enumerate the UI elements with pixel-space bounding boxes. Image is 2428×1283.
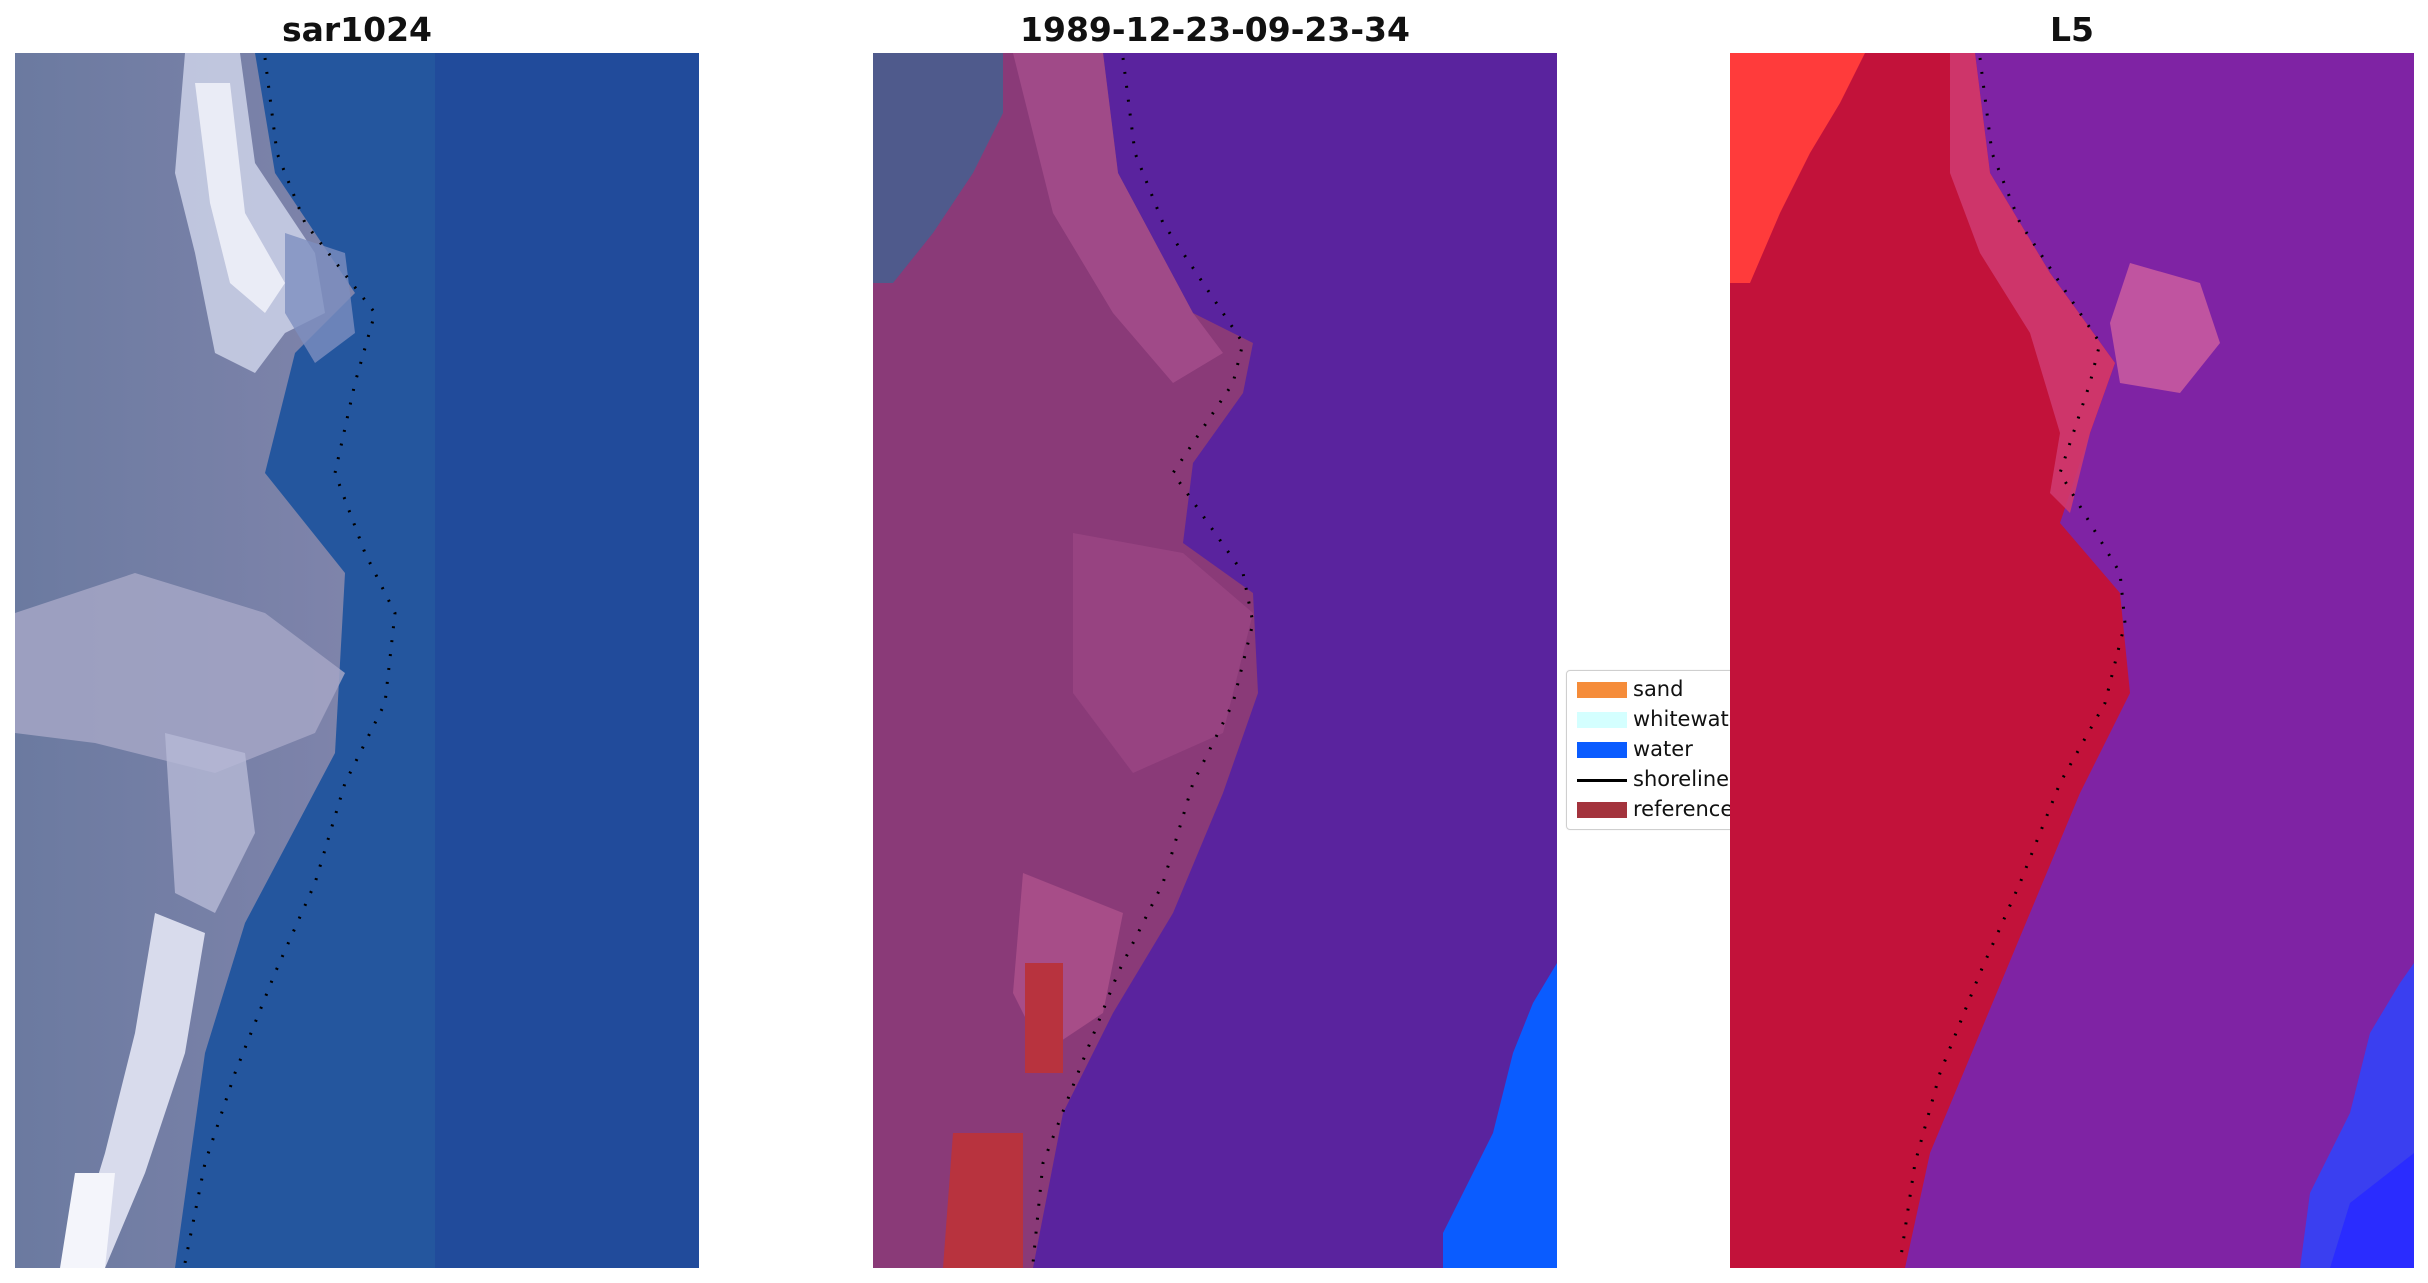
legend-swatch-sand <box>1577 682 1627 698</box>
legend-swatch-whitewater <box>1577 712 1627 728</box>
classification-image <box>873 53 1557 1268</box>
legend-line-shoreline <box>1577 779 1627 782</box>
classification-panel <box>873 53 1557 1268</box>
rgb-image-panel <box>15 53 699 1268</box>
l5-panel <box>1730 53 2414 1268</box>
legend-swatch-water <box>1577 742 1627 758</box>
legend-label-shoreline: shoreline <box>1633 767 1730 791</box>
legend-label-reference: reference <box>1633 797 1734 821</box>
legend-label-sand: sand <box>1633 677 1684 701</box>
panel-title-classification: 1989-12-23-09-23-34 <box>1020 10 1410 49</box>
rgb-image <box>15 53 699 1268</box>
legend-item-sand: sand <box>1567 675 1777 701</box>
legend-item-shoreline: shoreline <box>1567 765 1777 791</box>
legend-label-water: water <box>1633 737 1693 761</box>
legend-item-reference: reference <box>1567 795 1777 821</box>
panel-title-l5: L5 <box>2050 10 2094 49</box>
l5-image <box>1730 53 2414 1268</box>
shoreline-line <box>183 57 397 1264</box>
panel-title-rgb: sar1024 <box>281 10 433 49</box>
legend-item-water: water <box>1567 735 1777 761</box>
legend-swatch-reference <box>1577 802 1627 818</box>
